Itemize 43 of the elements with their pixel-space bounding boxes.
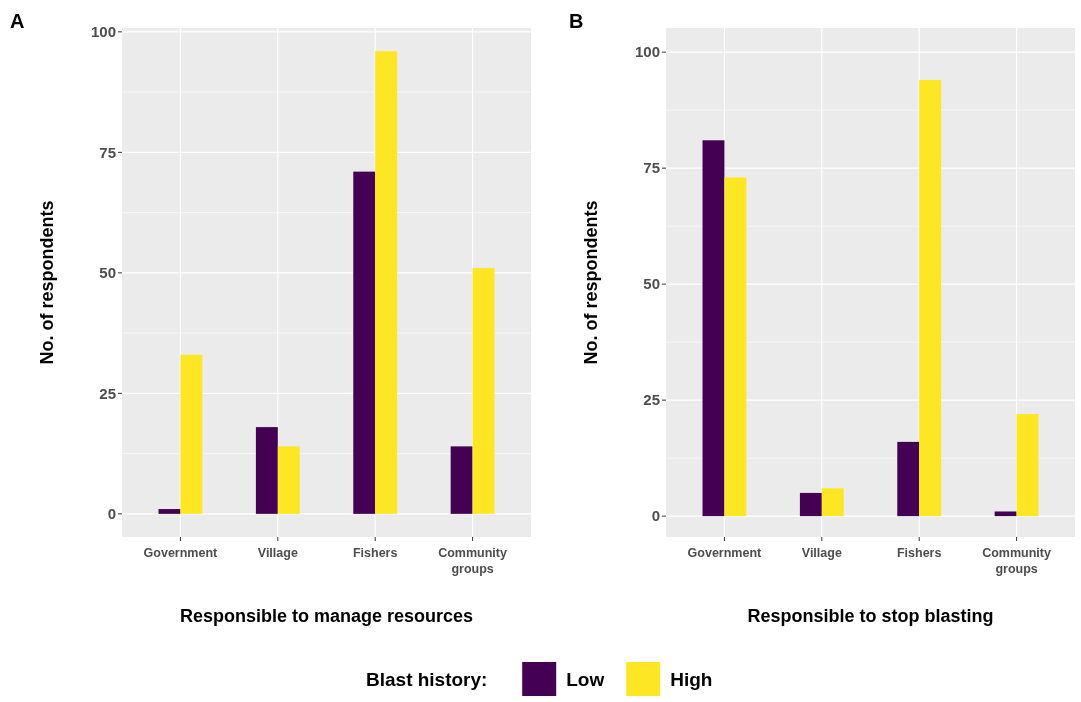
bar bbox=[180, 354, 203, 514]
x-tick-label: Village bbox=[257, 546, 298, 560]
bar bbox=[897, 441, 920, 517]
y-axis-title: No. of respondents bbox=[581, 200, 601, 365]
y-tick-label: 75 bbox=[99, 143, 116, 161]
y-tick-label: 100 bbox=[90, 23, 116, 41]
y-tick-label: 100 bbox=[634, 43, 660, 61]
bar bbox=[277, 446, 300, 514]
y-tick-label: 50 bbox=[99, 264, 116, 282]
y-tick-label: 25 bbox=[99, 384, 116, 402]
x-axis-title: Responsible to manage resources bbox=[179, 606, 474, 626]
y-tick-label: 50 bbox=[643, 275, 660, 293]
bar bbox=[799, 492, 822, 517]
bar bbox=[994, 511, 1017, 517]
bar bbox=[472, 268, 495, 514]
x-tick-label: Village bbox=[801, 546, 842, 560]
x-tick-label: Fishers bbox=[896, 546, 942, 560]
legend-label: High bbox=[670, 669, 713, 690]
chart-title: B bbox=[569, 10, 584, 32]
x-tick-label: Government bbox=[143, 546, 219, 560]
bar bbox=[450, 446, 473, 514]
bar bbox=[375, 51, 398, 514]
y-tick-label: 0 bbox=[107, 505, 116, 523]
bar bbox=[702, 140, 725, 517]
legend-title: Blast history: bbox=[366, 669, 488, 690]
bar bbox=[353, 171, 376, 514]
chart-title: A bbox=[10, 10, 25, 32]
y-tick-label: 0 bbox=[651, 507, 660, 525]
x-tick-label: Government bbox=[687, 546, 763, 560]
y-tick-label: 25 bbox=[643, 391, 660, 409]
bar bbox=[821, 488, 844, 517]
legend-label: Low bbox=[566, 669, 605, 690]
bar bbox=[255, 427, 278, 514]
bar bbox=[1016, 414, 1039, 517]
y-axis-title: No. of respondents bbox=[37, 200, 57, 365]
x-tick-label: Community groups bbox=[982, 546, 1051, 576]
x-tick-label: Community groups bbox=[438, 546, 507, 576]
x-tick-label: Fishers bbox=[352, 546, 398, 560]
x-axis-title: Responsible to stop blasting bbox=[747, 606, 994, 626]
y-tick-label: 75 bbox=[643, 159, 660, 177]
bar bbox=[158, 509, 181, 514]
bar bbox=[919, 79, 942, 517]
bar bbox=[724, 177, 747, 517]
